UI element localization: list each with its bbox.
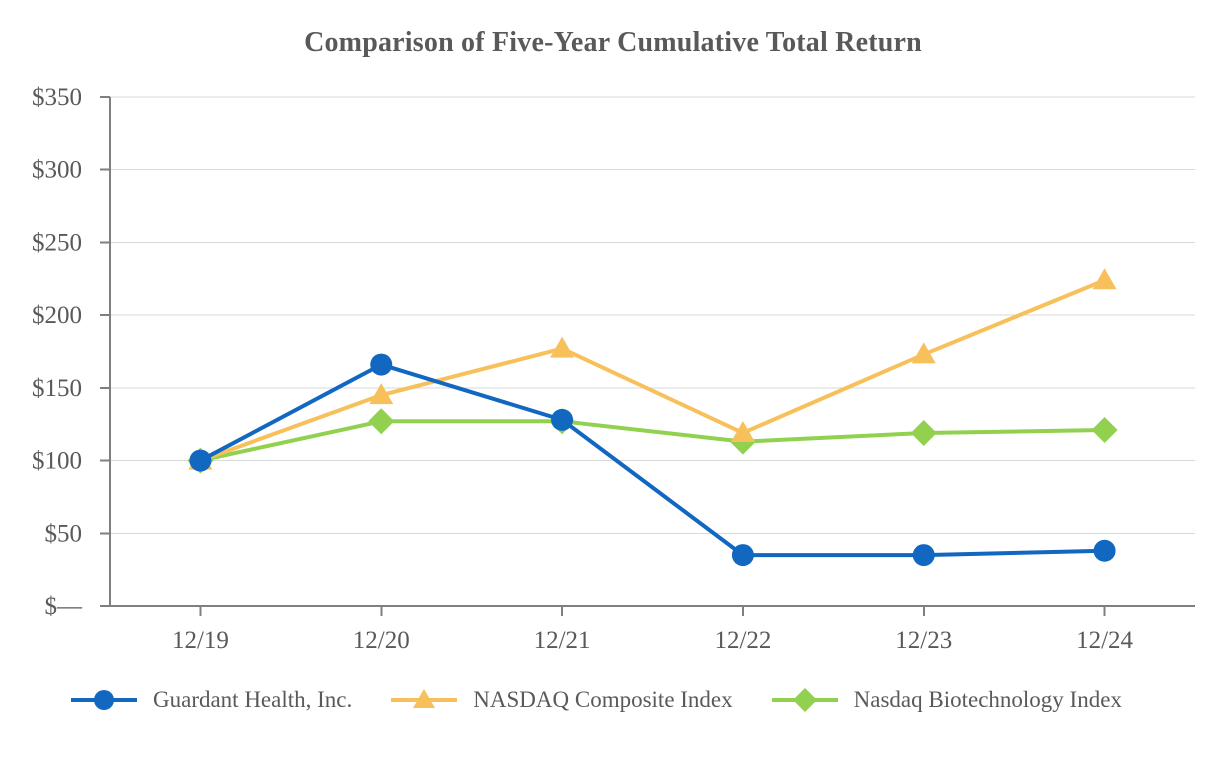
series-line (198, 419, 1107, 463)
legend-item-nasdaq-biotech: Nasdaq Biotechnology Index (771, 685, 1122, 715)
legend-label: NASDAQ Composite Index (473, 687, 733, 712)
chart-title: Comparison of Five-Year Cumulative Total… (304, 27, 922, 58)
diamond-data-point (910, 419, 937, 446)
triangle-data-point (730, 420, 755, 442)
circle-data-point (189, 449, 212, 472)
circle-data-point (551, 408, 574, 431)
diamond-data-point (1091, 417, 1118, 444)
circle-marker-icon (70, 685, 138, 715)
triangle-marker-icon (390, 685, 458, 715)
x-axis-label: 12/24 (1076, 627, 1133, 654)
x-axis-label: 12/21 (534, 627, 591, 654)
legend-item-nasdaq-composite: NASDAQ Composite Index (390, 685, 733, 715)
circle-data-point (94, 690, 114, 710)
x-axis-label: 12/19 (172, 627, 229, 654)
circle-data-point (1093, 539, 1116, 562)
series-line (198, 362, 1107, 558)
circle-data-point (731, 544, 754, 567)
legend-label: Nasdaq Biotechnology Index (853, 687, 1122, 712)
circle-data-point (370, 353, 393, 376)
x-axis-label: 12/23 (895, 627, 952, 654)
circle-data-point (912, 544, 935, 567)
legend-item-guardant: Guardant Health, Inc. (70, 685, 352, 715)
y-axis-label: $350 (32, 84, 82, 111)
diamond-data-point (792, 688, 817, 712)
y-axis-label: $200 (32, 302, 82, 329)
y-axis-label: $— (45, 593, 84, 620)
y-axis-label: $50 (45, 520, 83, 547)
x-axis-label: 12/22 (714, 627, 771, 654)
triangle-data-point (369, 383, 394, 405)
triangle-data-point (1092, 268, 1117, 290)
legend-marker-svg (71, 690, 137, 710)
legend-label: Guardant Health, Inc. (153, 687, 353, 712)
diamond-data-point (368, 408, 395, 435)
legend-marker-svg (771, 688, 838, 712)
chart-legend: Guardant Health, Inc. NASDAQ Composite I… (70, 685, 1122, 715)
x-axis-label: 12/20 (353, 627, 410, 654)
triangle-data-point (550, 336, 575, 358)
legend-marker-svg (391, 689, 458, 708)
triangle-data-point (911, 342, 936, 364)
series-line (198, 278, 1107, 463)
y-axis-label: $100 (32, 448, 82, 475)
y-axis-label: $250 (32, 229, 82, 256)
y-axis-label: $300 (32, 157, 82, 184)
y-axis-label: $150 (32, 375, 82, 402)
total-return-line-chart: $350 $300 $250 $200 $150 $100 $50 $— 12/19 12/20 1… (32, 84, 1195, 654)
triangle-data-point (413, 689, 436, 708)
diamond-marker-icon (771, 685, 839, 715)
